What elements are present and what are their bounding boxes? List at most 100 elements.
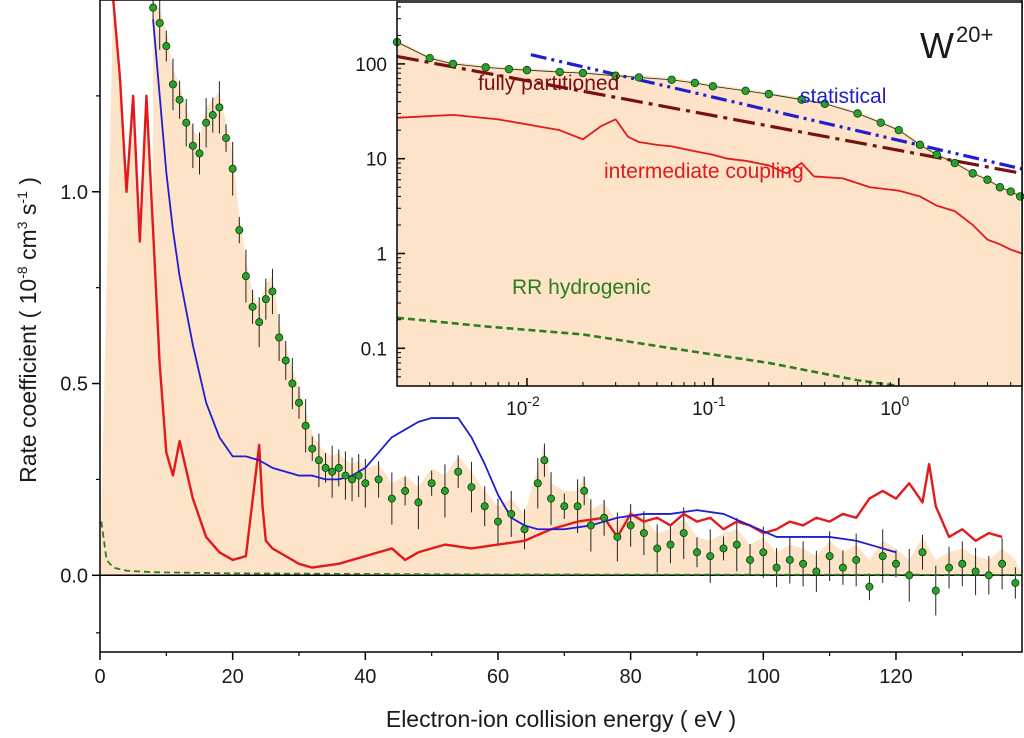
data-point bbox=[533, 479, 542, 488]
data-point bbox=[480, 502, 489, 511]
inset-y-tick-label: 100 bbox=[355, 55, 387, 76]
data-point bbox=[149, 3, 158, 12]
inset-data-point bbox=[894, 125, 903, 135]
data-point bbox=[958, 559, 967, 568]
data-point bbox=[918, 548, 927, 557]
inset-data-point bbox=[425, 53, 434, 63]
data-point bbox=[202, 118, 211, 127]
data-point bbox=[427, 479, 436, 488]
y-axis-title: Rate coefficient ( 10-8 cm3 s-1 ) bbox=[14, 177, 41, 483]
annotation-fully-partitioned: fully partitioned bbox=[478, 72, 619, 95]
data-point bbox=[613, 532, 622, 541]
data-point bbox=[540, 456, 549, 465]
data-point bbox=[275, 333, 284, 342]
main-data-points bbox=[149, 3, 1020, 595]
y-tick-label: 1.0 bbox=[60, 182, 88, 204]
data-point bbox=[547, 494, 556, 503]
x-tick-label: 100 bbox=[747, 666, 780, 688]
inset-series-line-fully-partitioned bbox=[396, 54, 1023, 175]
data-point bbox=[520, 525, 529, 534]
data-point bbox=[215, 103, 224, 112]
data-point bbox=[838, 563, 847, 572]
data-point bbox=[560, 502, 569, 511]
data-point bbox=[241, 272, 250, 281]
inset-data-point bbox=[983, 175, 992, 184]
inset-data-point bbox=[741, 86, 750, 96]
inset-data-point bbox=[1006, 187, 1015, 196]
inset-experiment-line bbox=[396, 41, 1021, 197]
data-point bbox=[195, 149, 204, 158]
annotation-rr-hydrogenic: RR hydrogenic bbox=[512, 276, 651, 299]
data-point bbox=[799, 559, 808, 568]
x-tick-label: 40 bbox=[354, 666, 376, 688]
x-axis-title: Electron-ion collision energy ( eV ) bbox=[386, 706, 736, 732]
data-point bbox=[626, 521, 635, 530]
data-point bbox=[261, 295, 270, 304]
data-point bbox=[235, 226, 244, 235]
data-point bbox=[732, 540, 741, 549]
inset-x-tick-label: 10-2 bbox=[506, 393, 540, 420]
data-point bbox=[328, 467, 337, 476]
x-tick-label: 0 bbox=[94, 666, 105, 688]
inset-series-line-intermediate-coupling bbox=[396, 113, 1023, 255]
data-point bbox=[182, 118, 191, 127]
data-point bbox=[692, 548, 701, 557]
data-point bbox=[825, 552, 834, 561]
main-panel: 0 20 40 60 80 100 120 0.0 0.5 1.0 Electron-ion c… bbox=[14, 0, 1023, 732]
inset-data-point bbox=[611, 71, 620, 80]
data-point bbox=[878, 552, 887, 561]
inset-data-point bbox=[578, 68, 588, 78]
data-point bbox=[905, 571, 914, 580]
data-point bbox=[493, 517, 502, 526]
inset-data-point bbox=[667, 75, 676, 84]
data-point bbox=[401, 486, 410, 495]
data-point bbox=[454, 467, 463, 476]
inset-theory-lines bbox=[396, 41, 1023, 388]
data-point bbox=[294, 398, 303, 407]
inset-data-point bbox=[504, 64, 514, 74]
inset-x-tick-label: 10-1 bbox=[692, 393, 726, 420]
data-point bbox=[341, 471, 350, 480]
data-point bbox=[706, 552, 715, 561]
series-line-intermediate-coupling bbox=[112, 0, 1003, 569]
inset-y-tick-label: 10 bbox=[366, 150, 387, 171]
inset-y-axis: 0.1 1 10 100 bbox=[355, 6, 405, 378]
main-shaded-area bbox=[100, 0, 1022, 576]
data-point bbox=[891, 559, 900, 568]
data-point bbox=[314, 456, 323, 465]
data-point bbox=[361, 479, 370, 488]
data-point bbox=[931, 586, 940, 595]
data-point bbox=[586, 521, 595, 530]
data-point bbox=[228, 164, 237, 173]
inset-shaded-area bbox=[397, 40, 1022, 386]
data-point bbox=[175, 95, 184, 104]
inset-data-point bbox=[820, 99, 829, 108]
main-x-axis: 0 20 40 60 80 100 120 bbox=[94, 652, 963, 688]
x-tick-label: 120 bbox=[879, 666, 912, 688]
series-line-fully-partitioned bbox=[152, 19, 897, 554]
inset-data-point bbox=[968, 169, 977, 178]
ion-label: W20+ bbox=[920, 22, 993, 66]
data-point bbox=[785, 555, 794, 564]
data-point bbox=[852, 555, 861, 564]
inset-y-tick-label: 1 bbox=[376, 244, 387, 265]
data-point bbox=[414, 498, 423, 507]
data-point bbox=[248, 302, 257, 311]
data-point bbox=[600, 513, 609, 522]
inset-x-axis: 10-2 10-1 100 bbox=[429, 378, 1012, 420]
main-y-axis: 0.0 0.5 1.0 bbox=[60, 95, 100, 634]
data-point bbox=[580, 486, 589, 495]
inset-data-point bbox=[995, 183, 1005, 192]
y-tick-label: 0.0 bbox=[60, 565, 88, 587]
data-point bbox=[354, 471, 363, 480]
data-point bbox=[945, 563, 954, 572]
data-point bbox=[746, 555, 755, 564]
data-point bbox=[288, 379, 297, 388]
data-point bbox=[653, 544, 662, 553]
data-point bbox=[639, 529, 648, 538]
data-point bbox=[467, 483, 476, 492]
data-point bbox=[998, 559, 1007, 568]
inset-series-line-RR-hydrogenic bbox=[396, 316, 899, 388]
series-line-RR-hydrogenic bbox=[100, 521, 1023, 576]
